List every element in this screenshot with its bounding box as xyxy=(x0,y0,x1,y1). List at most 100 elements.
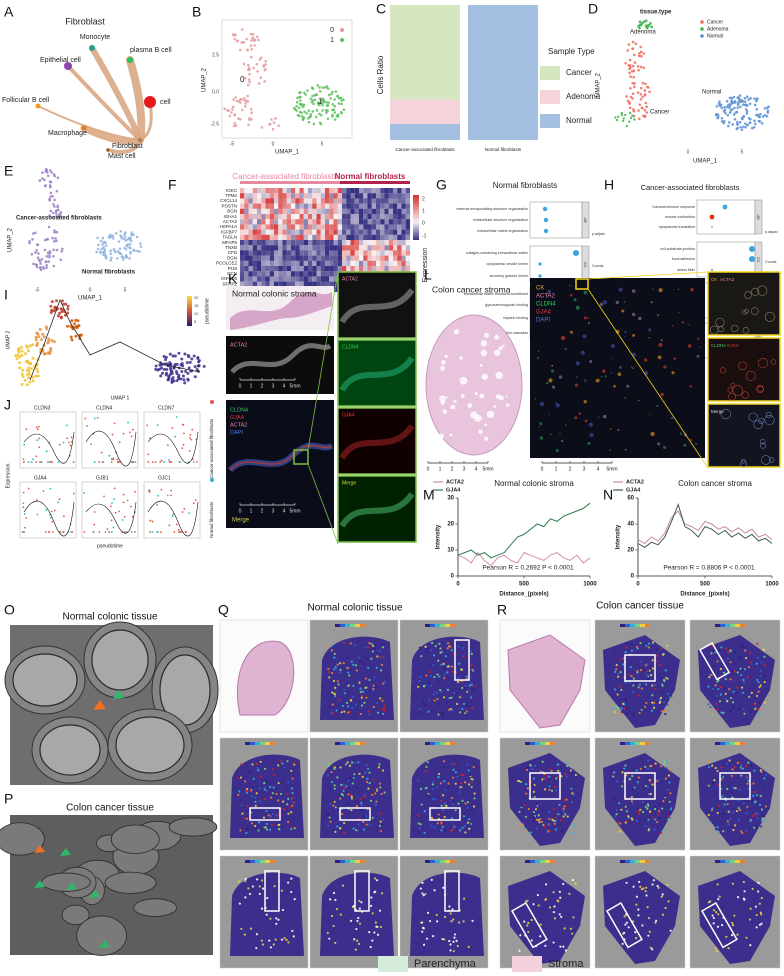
spot xyxy=(559,945,562,948)
label: Normal fibroblasts xyxy=(485,147,522,152)
cell-dot xyxy=(632,114,636,118)
roi-box xyxy=(429,807,461,821)
label: extracellular matrix organization xyxy=(477,229,528,233)
spot xyxy=(747,761,750,764)
heatmap-cell xyxy=(291,188,296,194)
spot xyxy=(562,945,565,948)
label: CLDN4 xyxy=(230,407,248,413)
spot xyxy=(613,688,617,691)
fluor-spot xyxy=(728,392,736,401)
spot xyxy=(708,821,711,824)
spot xyxy=(640,708,643,711)
heatmap-cell xyxy=(363,224,368,230)
heatmap-cell xyxy=(269,229,275,235)
spot xyxy=(713,665,716,668)
label: 5mm xyxy=(289,383,300,389)
heatmap-cell xyxy=(291,255,296,261)
cell-dot xyxy=(52,248,55,252)
heatmap-cell xyxy=(325,281,330,287)
spot xyxy=(707,685,710,688)
spot xyxy=(330,780,334,784)
spot xyxy=(562,882,565,886)
heatmap-cell xyxy=(248,219,253,225)
spot xyxy=(612,797,616,800)
spot xyxy=(651,948,654,951)
heatmap-cell xyxy=(240,214,245,220)
spot xyxy=(712,649,715,653)
spot xyxy=(564,761,568,764)
spot xyxy=(360,696,363,699)
heatmap-cell xyxy=(337,208,343,215)
cell-dot xyxy=(193,375,197,379)
cell-dot xyxy=(41,171,44,174)
heatmap-cell xyxy=(312,245,317,251)
spot xyxy=(327,667,330,670)
heatmap-cell xyxy=(393,229,398,235)
spot xyxy=(340,792,343,796)
tile-colorbar xyxy=(345,742,350,745)
fluor-spot xyxy=(760,442,766,449)
heatmap-cell xyxy=(354,260,360,267)
spot xyxy=(645,701,648,704)
tile-colorbar xyxy=(440,742,445,745)
spot xyxy=(710,711,713,714)
spot xyxy=(442,803,446,806)
he-gland xyxy=(493,405,497,409)
spot xyxy=(632,713,635,716)
cell-dot xyxy=(744,108,748,111)
fluor-spot xyxy=(663,365,667,369)
label: PCOLCE2 xyxy=(216,261,238,266)
heatmap-cell xyxy=(244,203,249,209)
spot xyxy=(470,696,473,699)
spot xyxy=(363,795,366,798)
cell-dot xyxy=(732,113,736,116)
heatmap-cell xyxy=(316,198,321,204)
heatmap-cell xyxy=(325,229,330,235)
spot xyxy=(362,798,366,802)
cell-dot xyxy=(299,91,302,94)
cell-dot xyxy=(47,339,51,343)
spot xyxy=(357,761,360,764)
spot xyxy=(443,938,446,941)
cell-dot xyxy=(223,107,226,111)
spot xyxy=(661,893,664,896)
heatmap-cell xyxy=(333,203,338,209)
label: 2.5 xyxy=(212,52,219,58)
spot xyxy=(644,825,647,828)
heatmap-cell xyxy=(248,224,253,230)
heatmap-cell xyxy=(371,245,377,251)
cell-dot xyxy=(250,47,254,51)
spot xyxy=(251,763,254,766)
spot xyxy=(753,703,756,706)
cell-dot xyxy=(116,458,119,461)
heatmap-cell xyxy=(384,203,389,209)
spot xyxy=(260,907,264,910)
fluor-spot xyxy=(637,399,640,402)
cell-dot xyxy=(295,100,299,104)
heatmap-cell xyxy=(342,188,347,194)
heatmap-cell xyxy=(397,250,402,256)
heatmap-cell xyxy=(380,219,385,225)
heatmap-cell xyxy=(244,229,249,235)
heatmap-cell xyxy=(299,250,304,256)
panel-letter: G xyxy=(436,177,447,193)
spot xyxy=(536,827,539,830)
spot xyxy=(638,683,641,686)
heatmap-cell xyxy=(354,203,360,209)
spot-area xyxy=(698,871,775,964)
heatmap-cell xyxy=(286,208,292,215)
heatmap-cell xyxy=(405,203,411,209)
heatmap-cell xyxy=(240,250,245,256)
heatmap-cell xyxy=(333,198,338,204)
spot xyxy=(436,920,439,923)
spot xyxy=(238,790,241,793)
label: 5mm xyxy=(606,466,617,472)
cell-dot xyxy=(315,93,319,96)
spot xyxy=(249,789,252,792)
spot xyxy=(760,896,763,900)
plot-frame xyxy=(221,19,353,139)
fluor-spot xyxy=(624,397,626,399)
cell-dot xyxy=(318,121,322,125)
spot xyxy=(716,811,719,815)
spot xyxy=(427,682,430,685)
